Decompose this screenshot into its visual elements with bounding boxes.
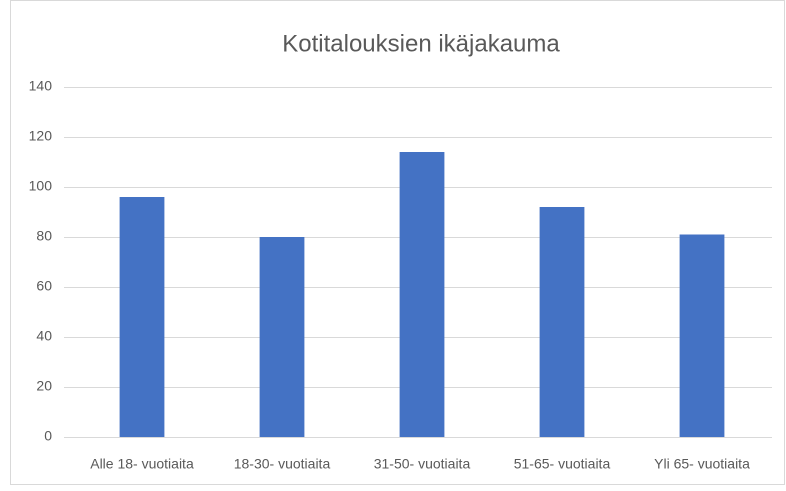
y-tick-label: 60 <box>36 278 52 294</box>
y-tick-label: 0 <box>44 428 52 444</box>
y-tick-label: 100 <box>29 178 53 194</box>
chart-title: Kotitalouksien ikäjakauma <box>282 30 560 57</box>
x-tick-label: 51-65- vuotiaita <box>514 456 611 472</box>
bar <box>399 152 445 437</box>
x-tick-label: 18-30- vuotiaita <box>234 456 331 472</box>
y-tick-label: 120 <box>29 128 53 144</box>
bar <box>259 237 305 437</box>
bar <box>539 207 585 437</box>
y-tick-label: 80 <box>36 228 52 244</box>
x-tick-label: Yli 65- vuotiaita <box>654 456 750 472</box>
x-tick-label: 31-50- vuotiaita <box>374 456 471 472</box>
y-tick-label: 140 <box>29 78 53 94</box>
y-tick-label: 40 <box>36 328 52 344</box>
x-tick-label: Alle 18- vuotiaita <box>90 456 194 472</box>
y-tick-label: 20 <box>36 378 52 394</box>
bar <box>119 197 165 437</box>
bar <box>679 234 725 437</box>
